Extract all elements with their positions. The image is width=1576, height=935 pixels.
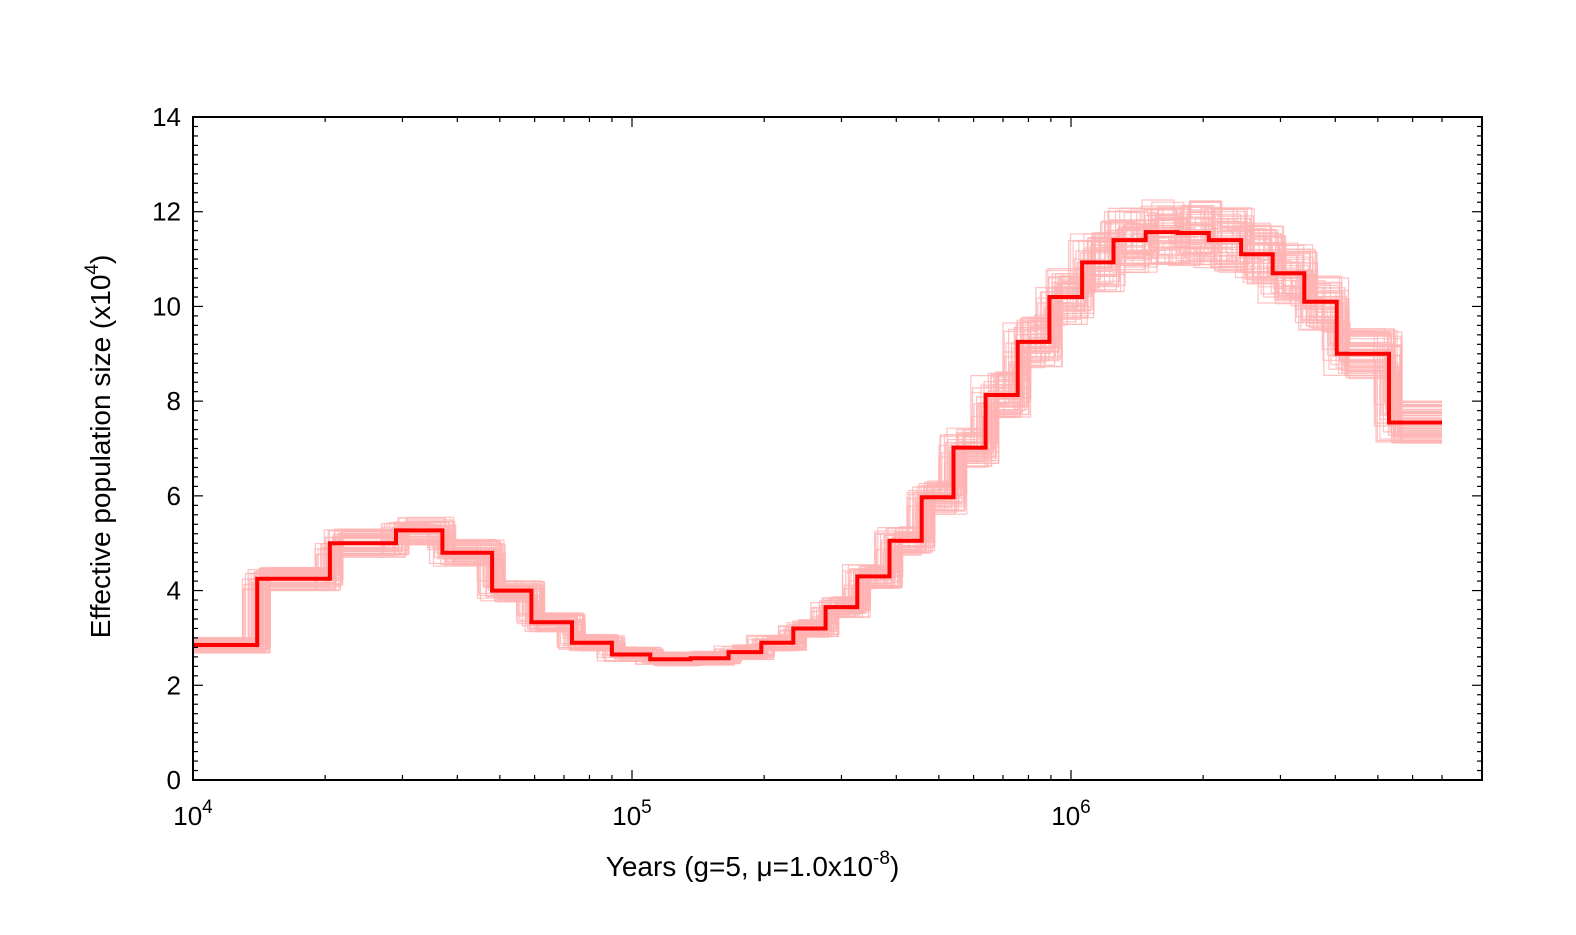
bootstrap-series-line [193,239,1442,662]
x-axis-title-suffix: ) [890,851,899,882]
bootstrap-series-line [193,200,1442,659]
bootstrap-series-line [193,220,1442,660]
bootstrap-series-line [193,219,1442,666]
main-series-line [193,230,1442,662]
bootstrap-series-line [193,218,1442,659]
bootstrap-series-line [193,218,1442,665]
plot-frame [192,116,1483,781]
bootstrap-series-line [193,218,1442,664]
bootstrap-series-line [193,219,1442,661]
bootstrap-series-line [193,222,1442,663]
bootstrap-series-line [193,213,1442,664]
x-axis-title-middle: =1.0x10 [773,851,873,882]
y-axis-title-suffix: ) [85,255,116,264]
bootstrap-series-line [193,232,1442,667]
bootstrap-series-line [193,221,1442,665]
y-axis-title-exponent: 4 [82,264,103,275]
y-tick-label: 12 [152,197,181,227]
bootstrap-series-line [193,238,1442,665]
x-axis-title: Years (g=5, μ=1.0x10-8) [606,848,900,882]
tick-labels: 0 2 4 6 8 10 12 14 104 105 106 [152,102,1091,831]
y-axis-title-prefix: Effective population size (x10 [85,275,116,639]
bootstrap-series-line [193,201,1442,661]
bootstrap-series-line [193,205,1442,663]
bootstrap-series-line [193,230,1442,663]
y-tick-label: 10 [152,291,181,321]
y-tick-label: 6 [167,481,181,511]
x-axis-title-prefix: Years (g=5, [606,851,757,882]
tick-marks [192,116,1482,781]
y-tick-label: 14 [152,102,181,132]
bootstrap-series-line [193,224,1442,666]
bootstrap-series-line [193,228,1442,663]
bootstrap-series-line [193,234,1442,666]
bootstrap-series-group [193,199,1442,667]
bootstrap-series-line [193,206,1442,662]
y-tick-label: 0 [167,765,181,795]
bootstrap-series-line [193,218,1442,663]
bootstrap-series-line [193,224,1442,658]
y-axis-title: Effective population size (x104) [82,255,116,639]
bootstrap-series-line [193,221,1442,666]
bootstrap-series-line [193,222,1442,665]
y-tick-label: 2 [167,670,181,700]
bootstrap-series-line [193,225,1442,658]
x-tick-label: 105 [612,797,652,831]
x-tick-label: 106 [1051,797,1091,831]
bootstrap-series-line [193,225,1442,664]
y-tick-label: 4 [167,576,181,606]
bootstrap-series-line [193,239,1442,662]
x-axis-title-symbol: μ [756,851,772,882]
bootstrap-series-line [193,219,1442,662]
main-series-group [193,230,1442,662]
y-tick-label: 8 [167,386,181,416]
bootstrap-series-line [193,247,1442,657]
bootstrap-series-line [193,223,1442,659]
x-axis-title-exponent: -8 [873,848,890,869]
bootstrap-series-line [193,200,1442,660]
bootstrap-series-line [193,223,1442,663]
x-tick-label: 104 [173,797,213,831]
